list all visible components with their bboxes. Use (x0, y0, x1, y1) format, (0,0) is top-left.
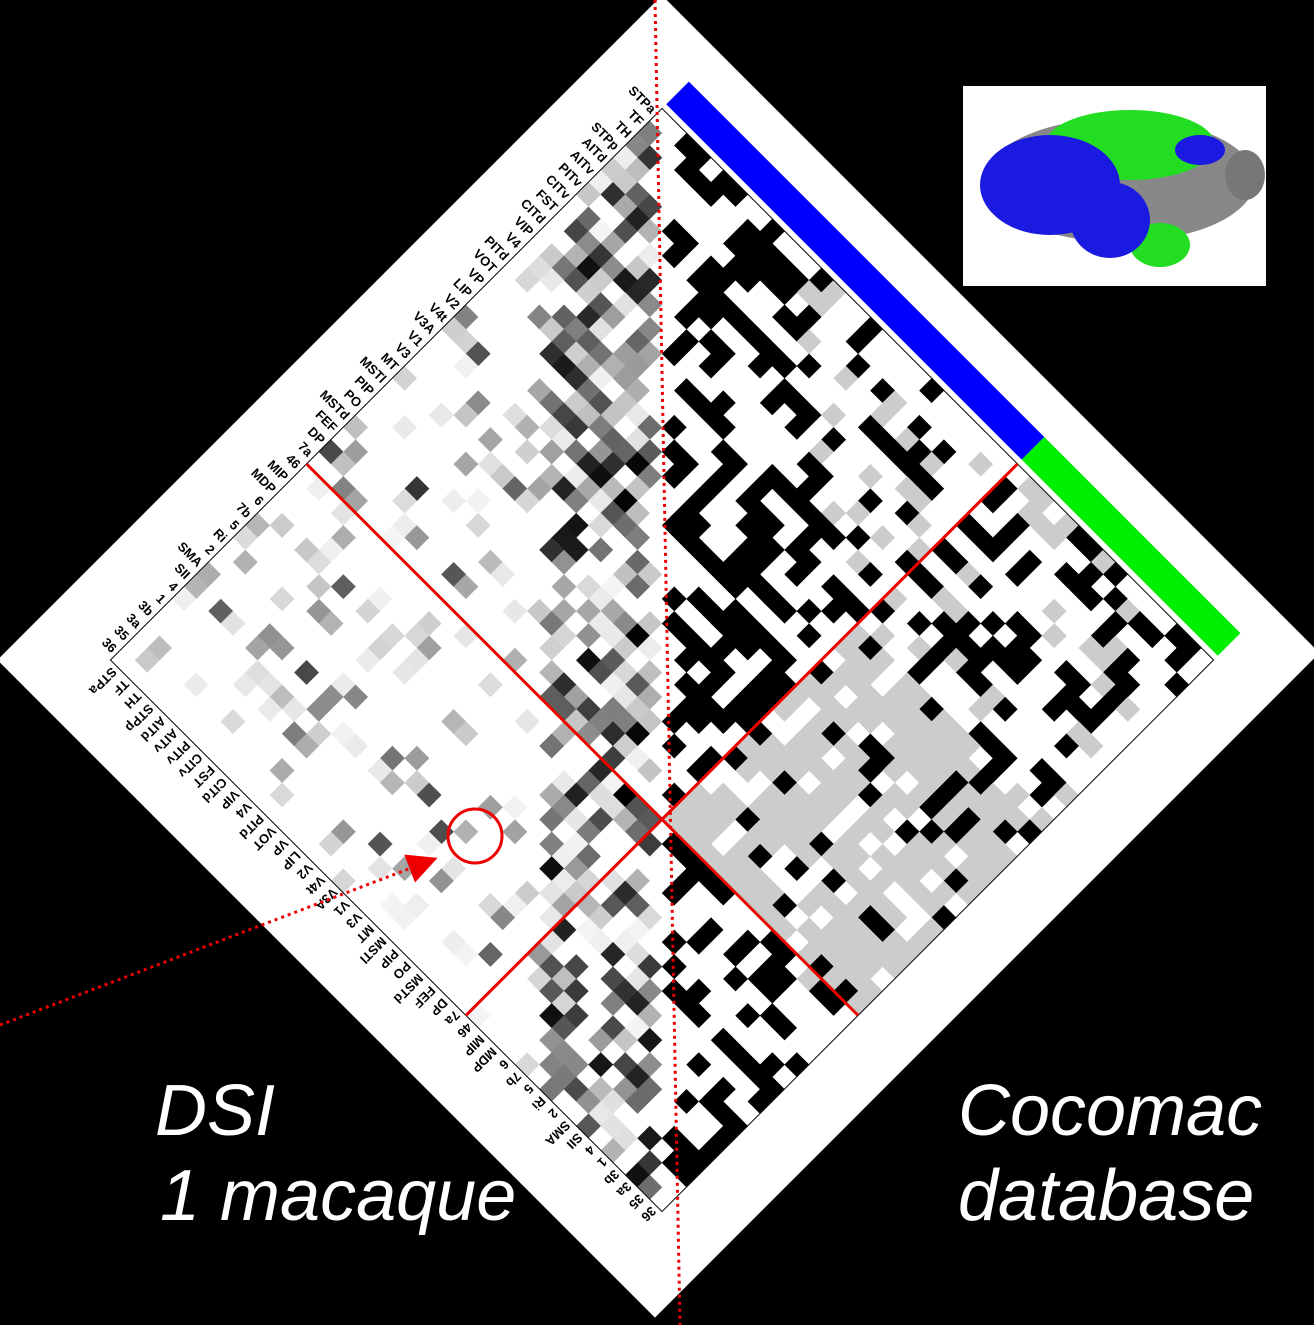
caption: Cocomac (958, 1071, 1262, 1151)
caption: 1 macaque (160, 1156, 516, 1236)
page: STPaSTPaTFTFTHTHSTPpSTPpAITdAITdAITvAITv… (0, 0, 1314, 1325)
brain-inset (963, 86, 1266, 286)
figure: STPaSTPaTFTFTHTHSTPpSTPpAITdAITdAITvAITv… (0, 0, 1314, 1325)
caption: database (958, 1156, 1254, 1236)
caption: DSI (155, 1071, 275, 1151)
